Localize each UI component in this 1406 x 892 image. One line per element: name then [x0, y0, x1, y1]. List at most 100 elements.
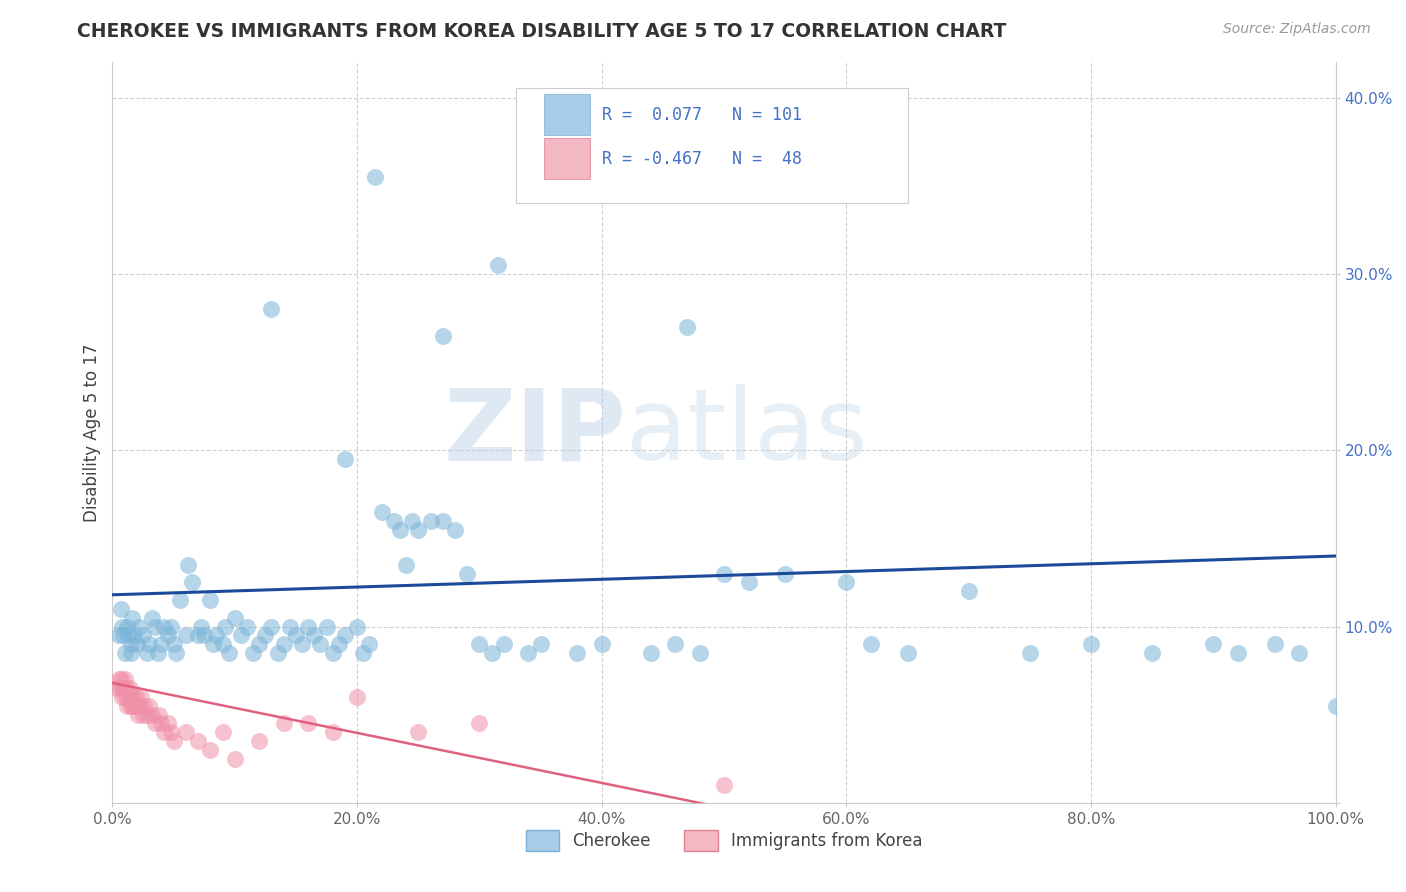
Point — [120, 637, 142, 651]
Point — [160, 725, 183, 739]
Point — [224, 610, 246, 624]
Point — [128, 698, 150, 713]
Point — [640, 646, 662, 660]
Point — [121, 698, 143, 713]
Point — [122, 690, 145, 704]
Point — [242, 646, 264, 660]
Point — [205, 628, 228, 642]
Point — [382, 514, 405, 528]
Point — [529, 637, 551, 651]
Point — [315, 619, 337, 633]
Point — [135, 707, 157, 722]
Point — [114, 690, 136, 704]
Point — [322, 646, 344, 660]
Text: atlas: atlas — [626, 384, 868, 481]
Point — [148, 707, 170, 722]
Point — [108, 681, 131, 696]
Point — [134, 698, 156, 713]
Point — [737, 575, 759, 590]
Point — [143, 619, 166, 633]
Point — [260, 619, 283, 633]
Point — [388, 523, 411, 537]
Point — [174, 725, 197, 739]
Point — [333, 452, 356, 467]
Point — [105, 681, 128, 696]
Point — [468, 637, 491, 651]
Point — [486, 258, 509, 272]
Point — [181, 575, 204, 590]
Point — [125, 698, 148, 713]
Point — [322, 725, 344, 739]
Point — [492, 637, 515, 651]
Point — [444, 523, 467, 537]
Point — [567, 646, 589, 660]
Point — [591, 637, 613, 651]
Point — [153, 619, 176, 633]
Point — [346, 619, 368, 633]
Point — [112, 628, 135, 642]
Text: CHEROKEE VS IMMIGRANTS FROM KOREA DISABILITY AGE 5 TO 17 CORRELATION CHART: CHEROKEE VS IMMIGRANTS FROM KOREA DISABI… — [77, 22, 1007, 41]
Point — [190, 619, 212, 633]
Point — [120, 690, 142, 704]
Point — [211, 637, 233, 651]
Point — [115, 619, 138, 633]
Point — [121, 610, 143, 624]
Point — [481, 646, 503, 660]
Point — [125, 637, 148, 651]
Point — [897, 646, 920, 660]
Point — [187, 628, 209, 642]
Text: Source: ZipAtlas.com: Source: ZipAtlas.com — [1223, 22, 1371, 37]
Point — [163, 734, 186, 748]
Point — [112, 681, 135, 696]
Point — [214, 619, 236, 633]
Point — [291, 637, 314, 651]
Point — [432, 514, 454, 528]
Point — [229, 628, 252, 642]
Point — [129, 690, 152, 704]
Point — [120, 646, 142, 660]
Point — [111, 690, 134, 704]
FancyBboxPatch shape — [516, 88, 908, 203]
Point — [273, 637, 295, 651]
Point — [297, 716, 319, 731]
Point — [124, 628, 146, 642]
Point — [218, 646, 240, 660]
Point — [150, 637, 173, 651]
Point — [117, 690, 139, 704]
Text: R =  0.077   N = 101: R = 0.077 N = 101 — [602, 106, 801, 124]
Point — [333, 628, 356, 642]
Point — [146, 646, 169, 660]
Point — [111, 681, 134, 696]
Point — [169, 593, 191, 607]
Point — [132, 707, 155, 722]
Point — [163, 637, 186, 651]
Point — [1324, 698, 1347, 713]
FancyBboxPatch shape — [544, 95, 589, 136]
Point — [156, 628, 179, 642]
Point — [395, 558, 418, 572]
Point — [150, 716, 173, 731]
Point — [364, 169, 387, 184]
Point — [352, 646, 374, 660]
Point — [1264, 637, 1286, 651]
Point — [120, 698, 142, 713]
Point — [664, 637, 686, 651]
Point — [132, 628, 155, 642]
Point — [370, 505, 392, 519]
Point — [135, 646, 157, 660]
Point — [187, 734, 209, 748]
Point — [111, 619, 134, 633]
Point — [143, 716, 166, 731]
Point — [125, 690, 148, 704]
Point — [1226, 646, 1249, 660]
Y-axis label: Disability Age 5 to 17: Disability Age 5 to 17 — [83, 343, 101, 522]
Point — [115, 681, 138, 696]
Point — [110, 602, 132, 616]
Point — [408, 523, 430, 537]
Point — [266, 646, 288, 660]
Point — [260, 302, 283, 317]
Point — [107, 628, 129, 642]
Point — [419, 514, 441, 528]
Point — [401, 514, 423, 528]
Point — [117, 628, 139, 642]
